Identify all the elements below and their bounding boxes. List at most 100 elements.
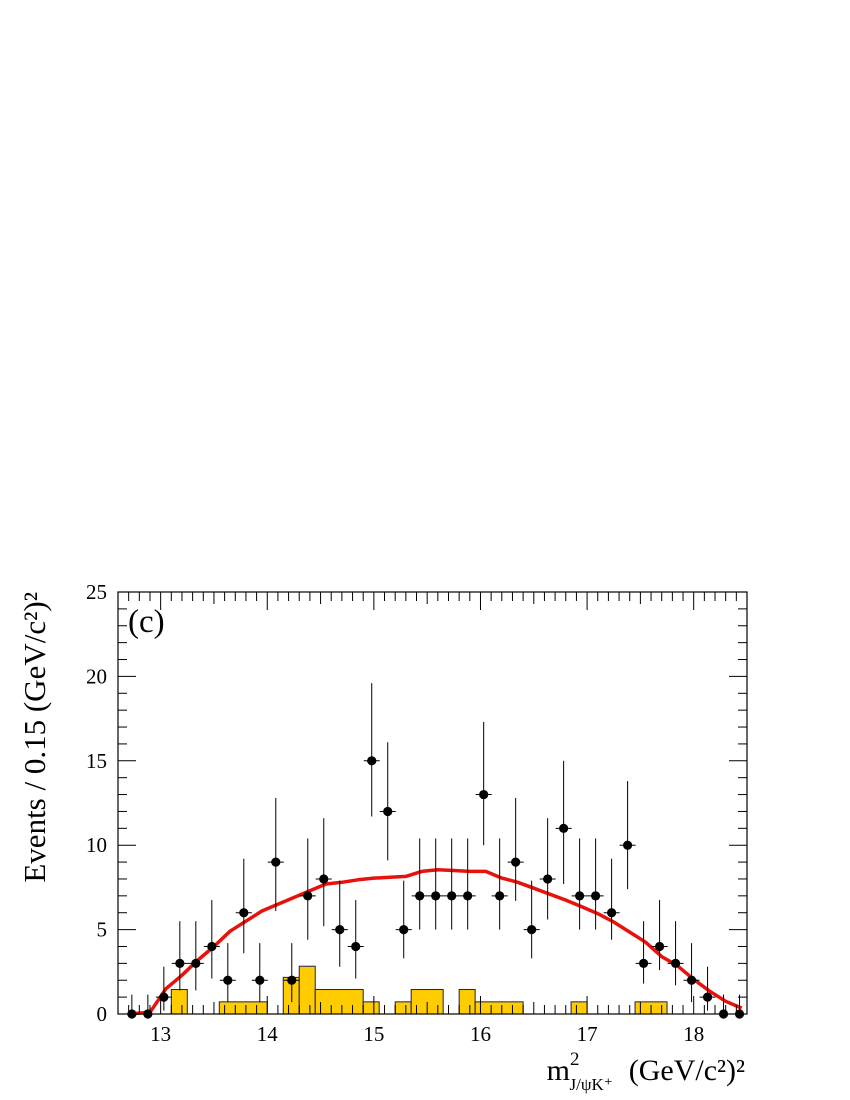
fit-curve-group: [128, 867, 743, 1016]
x-tick-label: 17: [577, 1022, 598, 1046]
data-point-31: [619, 781, 636, 890]
data-marker: [271, 857, 281, 867]
data-point-22: [475, 721, 492, 846]
background-bin-8: [458, 989, 476, 1015]
data-marker: [319, 874, 329, 884]
data-point-21: [459, 838, 476, 930]
x-axis-title: m2 J/ψK⁺ (GeV/c²)²: [547, 1049, 745, 1094]
y-tick-label: 10: [86, 833, 107, 857]
data-marker: [239, 908, 249, 918]
data-point-26: [539, 818, 556, 920]
data-marker: [686, 975, 697, 985]
data-point-11: [299, 838, 316, 940]
data-marker: [495, 891, 505, 901]
data-marker: [670, 958, 681, 968]
axis-ticks: [117, 591, 748, 1015]
data-marker: [702, 992, 713, 1002]
data-point-30: [603, 858, 620, 940]
background-bin-4: [314, 989, 364, 1015]
data-point-8: [251, 943, 268, 1003]
data-marker: [399, 925, 409, 935]
background-bin-9: [474, 1001, 524, 1015]
data-marker: [607, 908, 617, 918]
data-marker: [479, 789, 489, 800]
data-point-25: [523, 880, 540, 959]
data-marker: [622, 840, 633, 850]
y-axis-title: Events / 0.15 (GeV/c²)²: [17, 592, 52, 883]
data-marker: [223, 975, 233, 985]
data-marker: [255, 975, 265, 985]
x-tick-label: 18: [683, 1022, 704, 1046]
background-bin-3: [298, 965, 316, 1015]
data-point-29: [587, 838, 604, 930]
panel-label: (c): [128, 604, 165, 640]
data-point-7: [235, 858, 252, 954]
data-marker: [191, 958, 201, 968]
y-tick-label: 25: [86, 580, 107, 604]
x-tick-label: 16: [470, 1022, 491, 1046]
data-marker: [511, 857, 521, 867]
data-marker: [654, 941, 665, 952]
data-marker: [351, 941, 361, 952]
data-point-32: [635, 921, 652, 984]
y-tick-label: 0: [97, 1002, 108, 1026]
data-marker: [175, 958, 185, 968]
y-tick-label: 20: [86, 664, 107, 688]
data-point-14: [347, 900, 364, 979]
plot-frame: [117, 591, 748, 1015]
data-marker: [575, 891, 585, 901]
data-marker: [159, 992, 169, 1002]
data-point-15: [363, 683, 380, 817]
data-marker: [638, 958, 649, 968]
data-point-28: [571, 838, 588, 930]
background-histogram: [170, 965, 668, 1015]
data-marker: [543, 874, 553, 884]
x-tick-label: 15: [363, 1022, 384, 1046]
data-marker: [207, 941, 217, 952]
data-marker: [431, 891, 441, 901]
data-point-19: [427, 838, 444, 930]
data-point-18: [411, 838, 428, 930]
y-tick-label: 5: [97, 918, 108, 942]
tick-labels: 13 14 15 16 17 18 0 5 10 15 20 25: [86, 580, 704, 1046]
data-points: [123, 683, 748, 1019]
data-marker: [367, 756, 377, 766]
x-axis-title-units: (GeV/c²)²: [629, 1054, 745, 1087]
data-marker: [335, 925, 345, 935]
data-point-36: [699, 966, 716, 1011]
data-marker: [303, 891, 313, 901]
data-point-16: [379, 742, 396, 861]
x-axis-title-sup: 2: [570, 1049, 580, 1070]
data-marker: [383, 806, 393, 817]
data-point-17: [395, 880, 412, 959]
data-point-12: [315, 818, 332, 927]
data-point-6: [219, 943, 236, 1003]
data-marker: [559, 823, 569, 833]
data-point-23: [491, 838, 508, 930]
x-tick-label: 13: [150, 1022, 171, 1046]
x-axis-title-main: m: [547, 1054, 570, 1087]
data-point-2: [155, 966, 172, 1011]
data-point-3: [171, 921, 188, 991]
data-point-24: [507, 797, 524, 901]
data-point-35: [683, 943, 700, 1003]
fit-curve: [128, 867, 743, 1016]
data-point-9: [267, 797, 284, 912]
data-point-4: [187, 921, 204, 991]
data-marker: [591, 891, 601, 901]
data-point-34: [667, 921, 684, 986]
data-marker: [287, 975, 297, 985]
background-bin-10: [570, 1001, 588, 1015]
data-marker: [463, 891, 473, 901]
y-tick-label: 15: [86, 749, 107, 773]
data-marker: [415, 891, 425, 901]
data-point-33: [651, 900, 668, 971]
data-point-10: [283, 943, 300, 1003]
x-tick-label: 14: [257, 1022, 279, 1046]
data-point-13: [331, 880, 348, 967]
data-point-5: [203, 900, 220, 979]
data-marker: [447, 891, 457, 901]
background-bin-5: [362, 1001, 380, 1015]
data-point-27: [555, 760, 572, 885]
